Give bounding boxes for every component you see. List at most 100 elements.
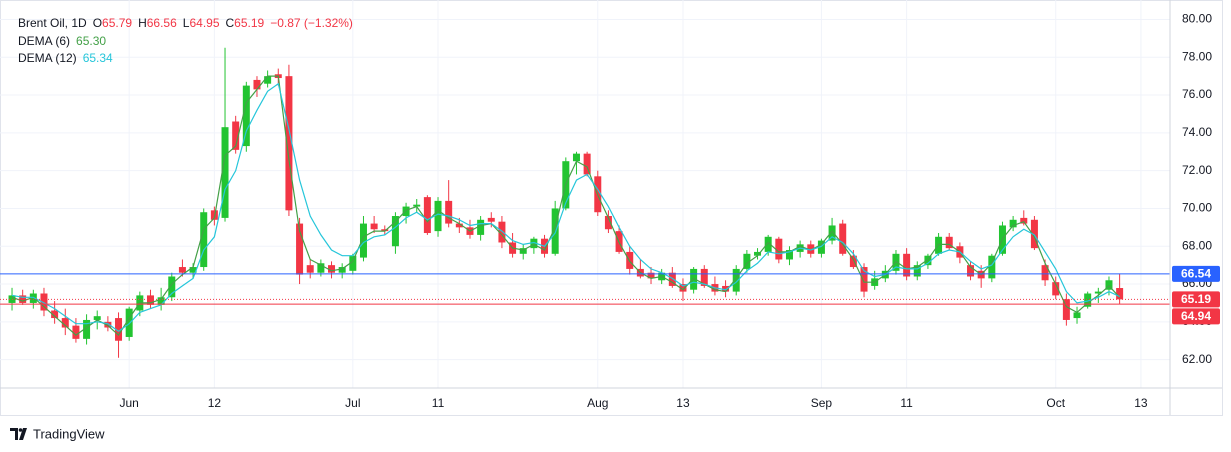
candle-body [860,267,868,292]
candle-body [583,153,591,175]
candle-body [807,244,815,254]
candle-body [19,295,27,303]
candle-body [359,223,367,258]
candle-body [1094,291,1102,294]
candle-body [51,310,59,319]
candle-body [200,212,208,268]
candle-body [296,223,304,275]
h-label: H [138,16,147,30]
candle-body [732,268,740,292]
candle-body [349,255,357,271]
candle-body [455,223,463,228]
change: −0.87 (−1.32%) [270,16,353,30]
candle-body [1052,282,1060,296]
candle-body [519,248,527,254]
candle-body [1041,265,1049,281]
y-tick-label: 76.00 [1182,87,1212,101]
legend-dema-6[interactable]: DEMA (6) 65.30 [18,34,106,48]
candle-body [604,216,612,230]
legend-ohlc: Brent Oil, 1D O65.79 H66.56 L64.95 C65.19 −0.… [18,16,353,30]
x-tick-label: Jul [345,396,360,410]
candle-body [903,253,911,277]
candle-body [434,200,442,232]
price-box [1172,308,1220,325]
candle-body [413,204,421,207]
candle-body [967,265,975,277]
h-value: 66.56 [147,16,177,30]
candle-body [700,268,708,286]
candle-body [1030,219,1038,249]
candle-body [391,216,399,247]
candle-body [572,153,580,162]
candle-body [285,76,293,211]
dema-value: 65.30 [76,34,106,48]
candle-body [849,255,857,268]
candle-body [178,267,186,273]
y-tick-label: 80.00 [1182,12,1212,26]
y-tick-label: 70.00 [1182,201,1212,215]
dema-name: DEMA (6) [18,34,70,48]
y-tick-label: 62.00 [1182,352,1212,366]
candle-body [690,268,698,290]
brand: TradingView [33,426,105,441]
price-box-label: 66.54 [1181,267,1211,281]
candle-body [924,255,932,266]
o-label: O [93,16,102,30]
price-box-label: 64.94 [1181,309,1211,323]
logo[interactable]: TradingView [10,426,105,441]
candle-body [253,79,261,90]
candle-body [264,76,272,84]
logo-icon [10,428,27,440]
legend-dema-12[interactable]: DEMA (12) 65.34 [18,51,113,65]
candle-body [370,223,378,230]
candle-body [828,225,836,241]
candle-body [1073,312,1081,319]
candle-body [1009,219,1017,228]
candle-body [157,297,165,305]
candle-body [913,265,921,277]
candle-body [93,316,101,320]
candle-body [477,219,485,235]
candle-body [839,223,847,254]
candle-body [189,267,197,273]
y-tick-label: 74.00 [1182,125,1212,139]
symbol: Brent Oil, 1D [18,16,87,30]
logo-dot [18,428,23,432]
x-tick-label: Oct [1046,396,1065,410]
candle-body [530,238,538,249]
dema-name: DEMA (12) [18,51,77,65]
candle-body [785,250,793,260]
candle-body [487,217,495,222]
candle-body [764,236,772,252]
x-tick-label: Aug [587,396,608,410]
dema-line [11,75,1121,337]
candle-body [61,318,69,328]
candle-body [679,284,687,292]
y-tick-label: 72.00 [1182,163,1212,177]
x-tick-label: Jun [119,396,138,410]
candle-body [104,321,112,328]
candle-body [338,267,346,273]
candle-body [754,251,762,256]
c-value: 65.19 [234,16,264,30]
o-value: 65.79 [102,16,132,30]
dema-line [11,82,1120,333]
l-label: L [183,16,190,30]
candle-body [232,121,240,150]
y-tick-label: 78.00 [1182,49,1212,63]
dema-value: 65.34 [83,51,113,65]
axes: 62.0064.0066.0068.0070.0072.0074.0076.00… [119,12,1220,410]
candle-body [423,197,431,234]
candle-body [775,238,783,260]
candle-body [125,308,133,337]
candle-body [988,255,996,279]
plot [0,47,1170,358]
candle-body [1084,293,1092,307]
c-label: C [226,16,235,30]
candle-body [168,276,176,298]
candle-body [1105,280,1113,290]
candle-body [306,265,314,273]
candle-body [317,263,325,273]
candle-body [743,253,751,269]
x-tick-label: 11 [432,396,445,410]
